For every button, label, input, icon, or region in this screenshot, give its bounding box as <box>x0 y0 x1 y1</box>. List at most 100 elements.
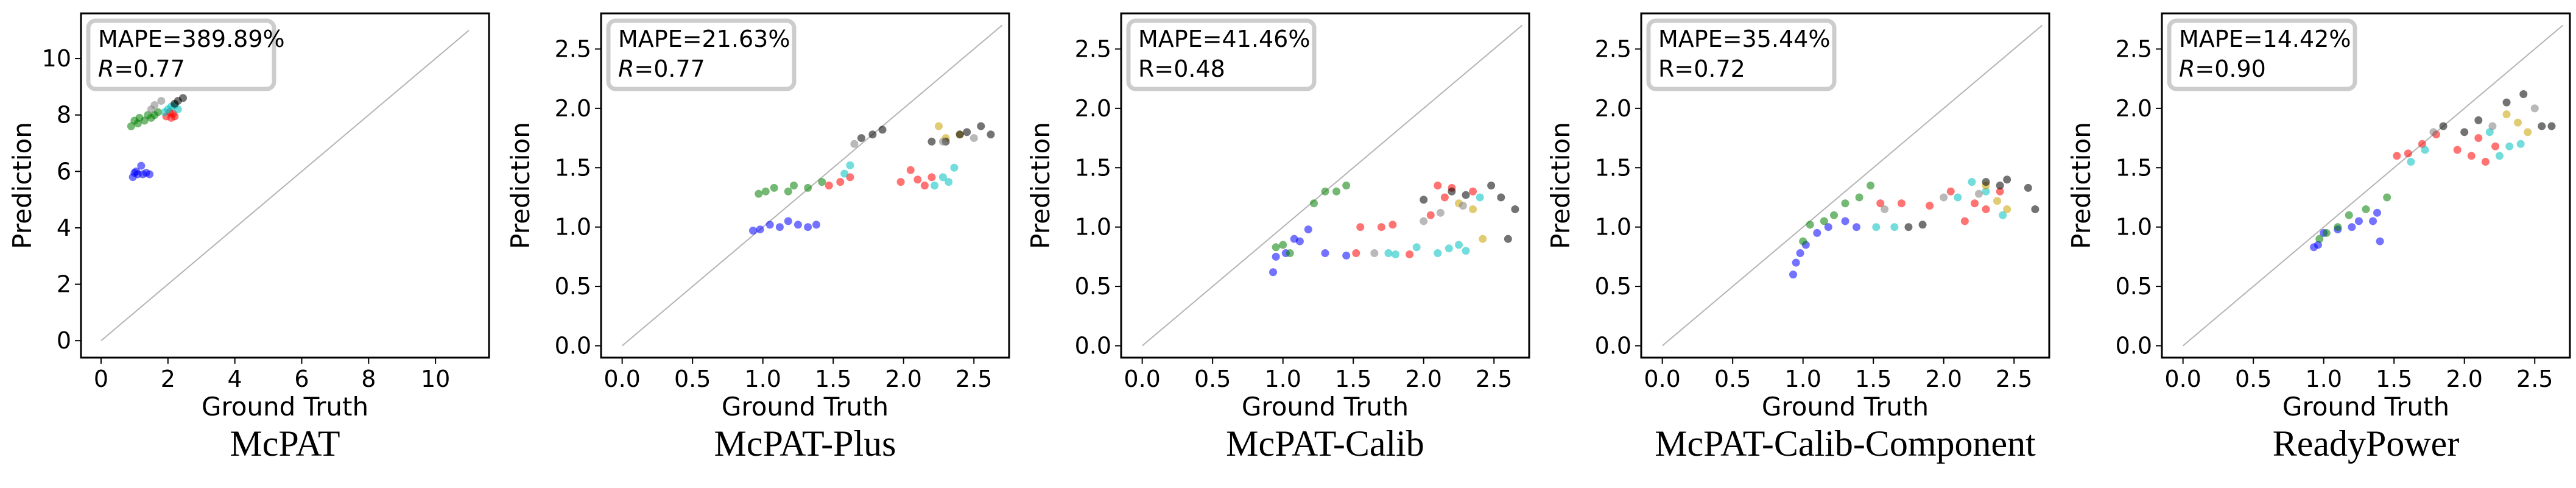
scatter-point <box>1982 187 1990 196</box>
scatter-point <box>938 137 947 146</box>
x-axis-label: Ground Truth <box>722 392 889 422</box>
scatter-point <box>749 227 758 235</box>
scatter-point <box>1476 193 1484 202</box>
x-tick-label: 1.0 <box>2305 366 2342 392</box>
figure-panels: 0 2 4 6 8 10 0 2 4 6 8 10 Ground Truth Prediction MAPE… <box>7 12 2571 464</box>
y-tick-label: 4 <box>57 214 71 241</box>
x-tick-label: 0.0 <box>2164 366 2201 392</box>
identity-line <box>1142 24 1523 347</box>
stats-box <box>606 18 797 91</box>
scatter-point <box>2488 122 2497 130</box>
panel-title: McPAT-Calib-Component <box>1655 423 2036 464</box>
scatter-point <box>1806 221 1814 229</box>
r-label: R=0.77 <box>98 55 185 82</box>
y-tick-label: 1.0 <box>1075 214 1111 241</box>
scatter-point <box>963 128 971 136</box>
scatter-point <box>1830 211 1839 219</box>
scatter-point <box>2495 152 2504 160</box>
scatter-point <box>756 225 764 234</box>
chart-panel-4: 0.0 0.5 1.0 1.5 2.0 2.5 0.0 0.5 1.0 1.5 2.0 2.5 Grou… <box>2066 12 2571 464</box>
scatter-point <box>1462 191 1470 199</box>
scatter-point <box>955 130 964 139</box>
y-tick-label: 0 <box>57 327 71 354</box>
scatter-point <box>1789 271 1798 279</box>
scatter-point <box>1852 223 1860 232</box>
scatter-point <box>1993 197 2002 205</box>
chart-panel-1: 0.0 0.5 1.0 1.5 2.0 2.5 0.0 0.5 1.0 1.5 2.0 2.5 Grou… <box>505 12 1010 464</box>
mape-label: MAPE=389.89% <box>98 26 285 52</box>
y-axis-label: Prediction <box>1026 122 1055 249</box>
scatter-point <box>1420 217 1428 225</box>
scatter-point <box>2474 134 2483 143</box>
scatter-point <box>927 173 936 182</box>
scatter-point <box>2314 241 2322 249</box>
scatter-point <box>179 94 187 102</box>
scatter-point <box>1440 193 1449 202</box>
scatter-point <box>755 189 763 198</box>
scatter-point <box>927 137 936 146</box>
scatter-point <box>945 178 953 186</box>
scatter-point <box>1792 258 1800 267</box>
scatter-point <box>850 140 859 148</box>
x-tick-label: 0.0 <box>1124 366 1160 392</box>
scatter-point <box>1504 235 1512 243</box>
scatter-point <box>2516 140 2525 148</box>
scatter-point <box>1384 249 1393 258</box>
x-tick-label: 2.0 <box>1406 366 1442 392</box>
y-tick-label: 1.5 <box>1075 154 1111 181</box>
scatter-point <box>2345 211 2353 219</box>
mape-label: MAPE=14.42% <box>2179 26 2351 52</box>
scatter-point <box>784 217 792 225</box>
x-tick-label: 2.0 <box>2446 366 2483 392</box>
scatter-point <box>836 178 845 186</box>
scatter-point <box>1479 235 1487 243</box>
scatter-point <box>1999 211 2007 219</box>
scatter-point <box>1426 211 1435 219</box>
scatter-point <box>146 170 154 179</box>
y-tick-label: 0.0 <box>2116 333 2152 359</box>
scatter-point <box>2485 128 2494 136</box>
scatter-point <box>1824 223 1832 232</box>
y-axis-label: Prediction <box>7 122 37 249</box>
plot-frame <box>600 12 1010 359</box>
scatter-point <box>1342 251 1351 260</box>
x-tick-label: 1.0 <box>1264 366 1301 392</box>
scatter-point <box>761 187 770 196</box>
scatter-point <box>920 182 929 189</box>
y-tick-label: 1.5 <box>555 154 591 181</box>
scatter-point <box>2322 228 2331 237</box>
y-tick-label: 0.5 <box>1595 273 1631 300</box>
x-tick-label: 1.5 <box>2376 366 2412 392</box>
plot-frame <box>80 12 490 359</box>
y-tick-label: 2.5 <box>2116 35 2152 62</box>
stats-box <box>2167 18 2357 91</box>
scatter-point <box>1968 178 1976 186</box>
scatter-point <box>1377 223 1385 232</box>
y-tick-label: 2.5 <box>1075 35 1111 62</box>
r-label: R=0.90 <box>2179 55 2266 82</box>
scatter-point <box>1448 187 1456 196</box>
scatter-point <box>2404 149 2412 158</box>
x-tick-label: 2.5 <box>955 366 992 392</box>
x-axis-label: Ground Truth <box>1242 392 1409 422</box>
identity-line <box>2183 24 2564 347</box>
scatter-point <box>1497 193 1505 202</box>
scatter-point <box>1918 221 1927 229</box>
scatter-point <box>1272 243 1280 252</box>
scatter-point <box>2505 142 2514 150</box>
y-tick-label: 1.5 <box>1595 154 1631 181</box>
y-axis-label: Prediction <box>505 122 535 249</box>
x-tick-label: 0 <box>94 366 108 392</box>
scatter-point <box>1434 182 1442 189</box>
scatter-point <box>1310 199 1318 208</box>
scatter-point <box>812 221 820 229</box>
scatter-point <box>2481 158 2490 166</box>
scatter-point <box>1855 193 1863 202</box>
x-axis-label: Ground Truth <box>202 392 368 422</box>
scatter-point <box>2502 98 2511 107</box>
x-tick-label: 0.5 <box>674 366 711 392</box>
panel-title: McPAT-Calib <box>1226 423 1424 464</box>
scatter-point <box>1445 244 1453 253</box>
stats-box <box>86 18 276 91</box>
panel-title: ReadyPower <box>2273 423 2460 464</box>
